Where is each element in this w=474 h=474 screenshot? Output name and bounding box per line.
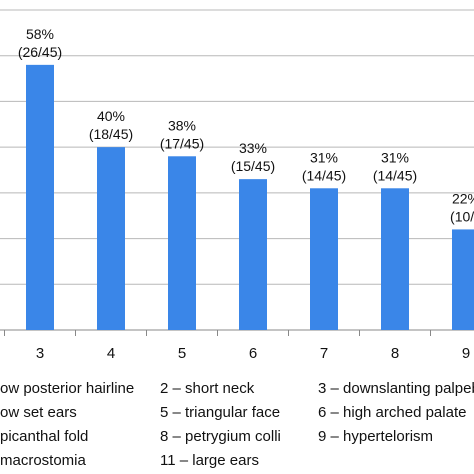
legend-item: ow posterior hairline bbox=[0, 380, 135, 397]
bar bbox=[97, 147, 125, 330]
data-label-fraction: (14/45) bbox=[373, 167, 417, 183]
data-label-percent: 40% bbox=[97, 108, 125, 124]
bar bbox=[239, 179, 267, 330]
data-label-percent: 31% bbox=[310, 149, 338, 165]
x-tick-label: 3 bbox=[36, 345, 44, 362]
data-label-fraction: (14/45) bbox=[302, 167, 346, 183]
legend-item: picanthal fold bbox=[0, 428, 89, 445]
legend-item: 9 – hypertelorism bbox=[318, 428, 434, 445]
data-label-percent: 31% bbox=[381, 149, 409, 165]
data-label-percent: 33% bbox=[239, 140, 267, 156]
data-label-fraction: (10/4 bbox=[450, 208, 474, 224]
data-label-fraction: (18/45) bbox=[89, 126, 133, 142]
data-label-percent: 58% bbox=[26, 26, 54, 42]
bar bbox=[26, 64, 54, 330]
legend-item: 8 – petrygium colli bbox=[160, 428, 281, 445]
data-label-fraction: (15/45) bbox=[231, 158, 275, 174]
x-tick-label: 5 bbox=[178, 345, 186, 362]
legend-item: 11 – large ears bbox=[160, 452, 259, 469]
x-tick-label: 6 bbox=[249, 345, 257, 362]
data-label-percent: 38% bbox=[168, 117, 196, 133]
bar bbox=[168, 156, 196, 330]
x-tick-label: 9 bbox=[462, 345, 470, 362]
legend-item: 6 – high arched palate bbox=[318, 404, 467, 421]
data-label-fraction: (17/45) bbox=[160, 135, 204, 151]
legend-item: 3 – downslanting palpebr bbox=[318, 380, 474, 397]
data-label-percent: 22% bbox=[452, 190, 474, 206]
legend-item: 2 – short neck bbox=[160, 380, 255, 397]
legend: ow posterior hairline 2 – short neck 3 –… bbox=[0, 370, 474, 474]
bar bbox=[381, 188, 409, 330]
legend-item: macrostomia bbox=[0, 452, 86, 469]
legend-item: ow set ears bbox=[0, 404, 77, 421]
data-label-fraction: (26/45) bbox=[18, 44, 62, 60]
legend-item: 5 – triangular face bbox=[160, 404, 281, 421]
bar-chart: 58% (26/45) 3 40% (18/45) 4 38% (17/45) 5 33% (15/… bbox=[0, 9, 474, 362]
bar bbox=[452, 229, 474, 330]
bar bbox=[310, 188, 338, 330]
x-tick-label: 7 bbox=[320, 345, 328, 362]
x-tick-label: 4 bbox=[107, 345, 115, 362]
x-tick-label: 8 bbox=[391, 345, 399, 362]
